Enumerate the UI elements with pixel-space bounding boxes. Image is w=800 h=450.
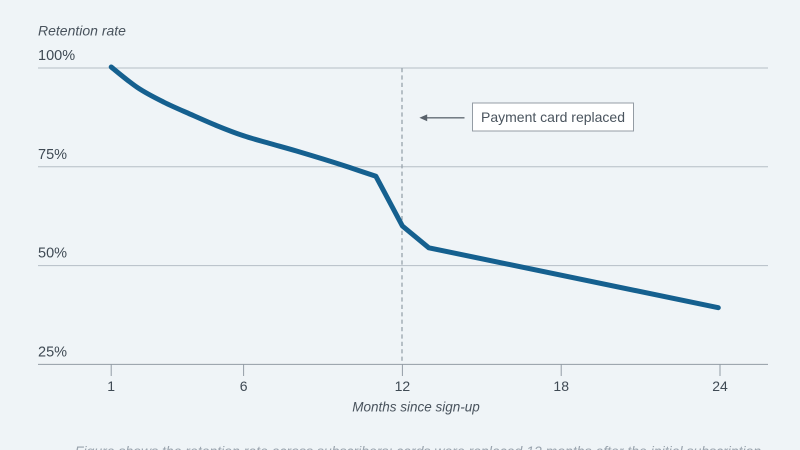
svg-text:24: 24	[712, 378, 728, 394]
svg-text:75%: 75%	[38, 147, 67, 163]
svg-text:12: 12	[395, 378, 411, 394]
svg-text:100%: 100%	[38, 48, 75, 64]
svg-text:50%: 50%	[38, 246, 67, 262]
svg-text:6: 6	[240, 378, 248, 394]
svg-text:1: 1	[107, 378, 115, 394]
svg-text:Retention rate: Retention rate	[38, 23, 126, 39]
svg-text:18: 18	[553, 378, 569, 394]
svg-text:25%: 25%	[38, 344, 67, 360]
svg-text:Payment card replaced: Payment card replaced	[481, 109, 625, 125]
svg-text:Months since sign-up: Months since sign-up	[352, 400, 480, 415]
svg-text:Figure shows the retention rat: Figure shows the retention rate across s…	[75, 443, 765, 450]
